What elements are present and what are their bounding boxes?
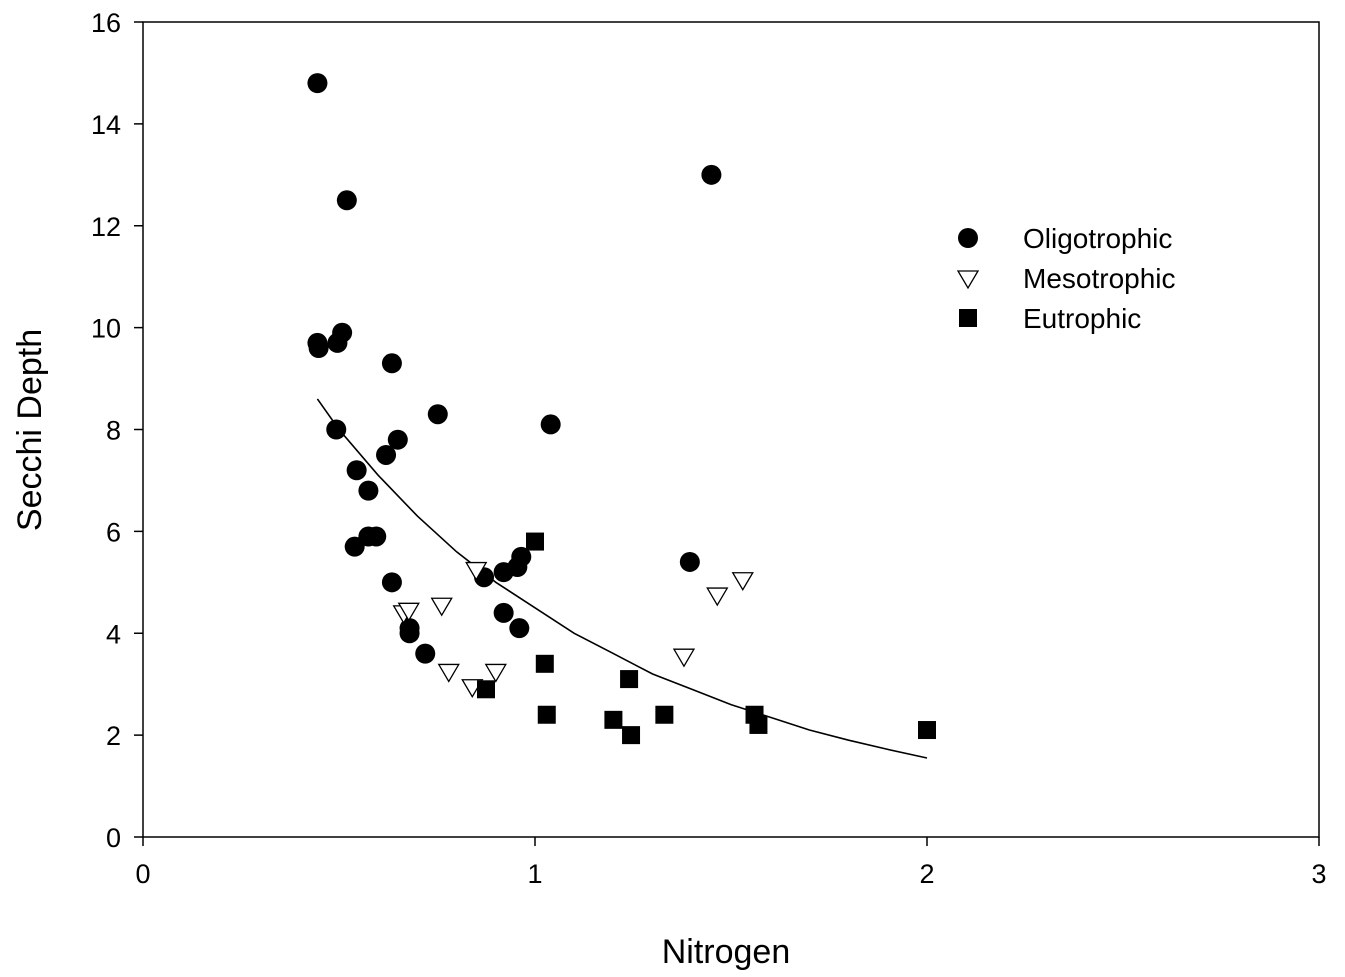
oligotrophic-point	[332, 322, 353, 343]
eutrophic-point	[535, 654, 554, 673]
x-tick-label: 3	[1311, 859, 1326, 889]
data-points	[307, 73, 936, 745]
oligotrophic-point	[358, 480, 379, 501]
oligotrophic-point	[399, 623, 420, 644]
fit-curve-layer	[316, 398, 928, 759]
plot-area	[142, 21, 1320, 838]
oligotrophic-point	[493, 602, 514, 623]
oligotrophic-point	[336, 190, 357, 211]
legend-label-oligotrophic: Oligotrophic	[1023, 223, 1172, 254]
oligotrophic-point	[326, 419, 347, 440]
y-tick-label: 4	[106, 619, 121, 649]
mesotrophic-point	[430, 597, 453, 617]
y-tick-label: 10	[91, 314, 121, 344]
eutrophic-point	[918, 721, 936, 740]
oligotrophic-point	[509, 618, 530, 639]
oligotrophic-point	[387, 429, 408, 450]
oligotrophic-point	[701, 164, 722, 185]
mesotrophic-point	[706, 587, 729, 607]
oligotrophic-point	[308, 338, 329, 358]
eutrophic-point	[655, 705, 674, 724]
eutrophic-point	[604, 710, 623, 729]
legend-label-mesotrophic: Mesotrophic	[1023, 263, 1176, 294]
y-tick-label: 12	[91, 212, 121, 242]
mesotrophic-point	[437, 663, 460, 683]
y-tick-label: 6	[106, 517, 121, 547]
oligotrophic-point	[376, 444, 397, 465]
legend-label-eutrophic: Eutrophic	[1023, 303, 1141, 334]
legend-marker-mesotrophic	[956, 270, 980, 290]
eutrophic-point	[620, 670, 639, 689]
oligotrophic-point	[415, 643, 436, 664]
oligotrophic-point	[679, 551, 700, 572]
eutrophic-point	[749, 715, 768, 734]
legend-marker-oligotrophic	[958, 228, 978, 248]
mesotrophic-point	[672, 648, 696, 668]
oligotrophic-point	[540, 414, 561, 435]
oligotrophic-point	[307, 73, 328, 94]
eutrophic-point	[537, 705, 556, 724]
eutrophic-point	[477, 680, 495, 699]
oligotrophic-point	[344, 536, 365, 557]
y-tick-label: 16	[91, 8, 121, 38]
oligotrophic-point	[366, 526, 387, 547]
y-tick-label: 2	[106, 721, 121, 751]
eutrophic-point	[622, 726, 641, 745]
oligotrophic-point	[346, 460, 367, 481]
x-axis-title: Nitrogen	[662, 933, 791, 971]
oligotrophic-point	[511, 546, 532, 567]
mesotrophic-point	[484, 663, 507, 683]
oligotrophic-point	[427, 404, 448, 425]
oligotrophic-point	[381, 572, 402, 593]
y-tick-label: 14	[91, 110, 121, 140]
mesotrophic-point	[465, 561, 488, 581]
legend: Oligotrophic Mesotrophic Eutrophic	[956, 223, 1176, 334]
x-tick-label: 1	[527, 859, 542, 889]
fit-curve	[316, 398, 928, 759]
legend-marker-eutrophic	[959, 309, 977, 327]
oligotrophic-point	[381, 353, 402, 374]
x-tick-label: 2	[919, 859, 934, 889]
y-axis-title: Secchi Depth	[11, 329, 49, 531]
x-tick-label: 0	[135, 859, 150, 889]
mesotrophic-point	[397, 602, 420, 622]
y-tick-label: 8	[106, 416, 121, 446]
eutrophic-point	[526, 532, 544, 551]
mesotrophic-point	[731, 572, 754, 592]
y-tick-label: 0	[106, 823, 121, 853]
